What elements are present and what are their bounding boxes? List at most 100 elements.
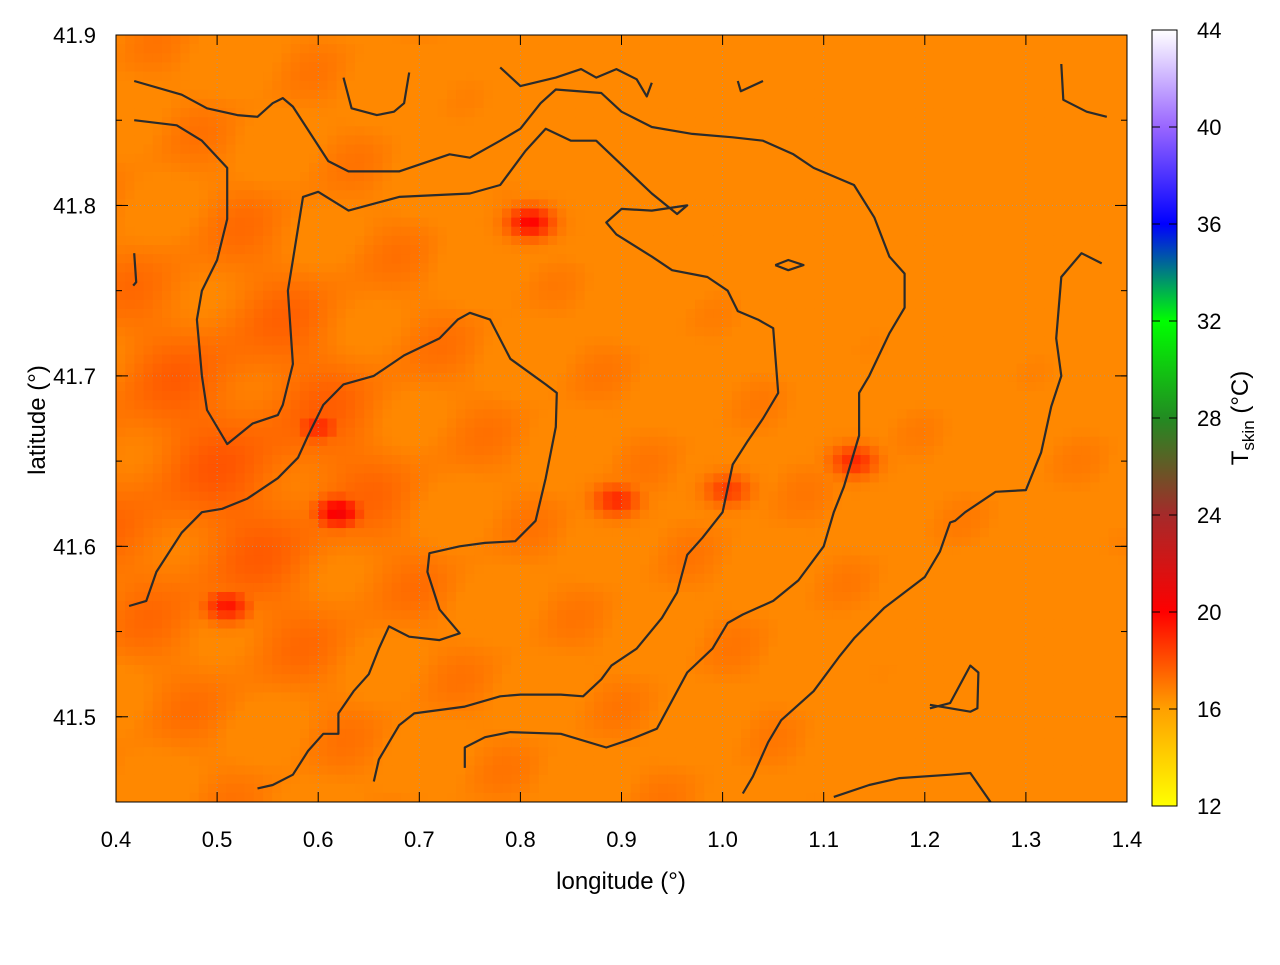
- heat-cell: [860, 181, 871, 191]
- heat-cell: [400, 126, 411, 137]
- heat-cell: [502, 190, 512, 200]
- heat-cell: [446, 208, 457, 219]
- heat-cell: [529, 354, 540, 365]
- heat-cell: [593, 217, 604, 228]
- heat-cell: [1035, 363, 1045, 374]
- heat-cell: [667, 35, 678, 45]
- heat-cell: [116, 153, 126, 164]
- heat-cell: [309, 318, 319, 328]
- heat-cell: [1090, 372, 1101, 383]
- heat-cell: [465, 171, 476, 182]
- heat-cell: [639, 117, 650, 127]
- heat-cell: [474, 290, 485, 301]
- heat-cell: [198, 445, 209, 456]
- heat-cell: [695, 190, 705, 200]
- heat-cell: [832, 44, 843, 54]
- heat-cell: [584, 400, 595, 410]
- heat-cell: [1053, 71, 1064, 82]
- heat-cell: [180, 381, 191, 392]
- heat-cell: [823, 199, 834, 210]
- heat-cell: [1117, 299, 1127, 310]
- heat-cell: [961, 345, 972, 356]
- heat-cell: [860, 235, 871, 246]
- heat-cell: [125, 62, 135, 73]
- heat-cell: [520, 445, 531, 456]
- heat-cell: [483, 144, 494, 155]
- heat-cell: [263, 226, 273, 237]
- heat-cell: [410, 372, 420, 383]
- heat-cell: [989, 345, 999, 356]
- heat-cell: [152, 263, 163, 273]
- heat-cell: [474, 372, 485, 383]
- heat-cell: [970, 171, 981, 182]
- heat-cell: [1016, 199, 1027, 210]
- heat-cell: [171, 327, 181, 337]
- heat-cell: [217, 363, 227, 374]
- heat-cell: [593, 391, 604, 401]
- heat-cell: [1053, 162, 1064, 173]
- heat-cell: [796, 44, 806, 54]
- heat-cell: [667, 171, 678, 182]
- heat-cell: [1053, 427, 1064, 438]
- heat-cell: [989, 35, 999, 45]
- heat-cell: [309, 144, 319, 155]
- heat-cell: [1090, 226, 1101, 237]
- heat-cell: [235, 281, 246, 292]
- heat-cell: [152, 135, 163, 146]
- heat-cell: [1016, 281, 1027, 292]
- heat-cell: [373, 372, 384, 383]
- heat-cell: [639, 272, 650, 283]
- heat-cell: [593, 272, 604, 283]
- heat-cell: [676, 53, 687, 63]
- heat-cell: [281, 263, 292, 273]
- heat-cell: [786, 98, 797, 109]
- heat-cell: [189, 391, 200, 401]
- heat-cell: [125, 290, 135, 301]
- heat-cell: [161, 53, 172, 63]
- heat-cell: [116, 80, 126, 91]
- heat-cell: [336, 126, 347, 137]
- heat-cell: [382, 445, 393, 456]
- heat-cell: [667, 290, 678, 301]
- heat-cell: [373, 245, 384, 255]
- heat-cell: [345, 381, 356, 392]
- heat-cell: [759, 263, 770, 273]
- heat-cell: [1090, 71, 1101, 82]
- heat-cell: [336, 318, 347, 328]
- heat-cell: [419, 254, 430, 264]
- heat-cell: [860, 299, 871, 310]
- heat-cell: [419, 144, 430, 155]
- heat-cell: [198, 126, 209, 137]
- heat-cell: [989, 71, 999, 82]
- heat-cell: [685, 436, 696, 447]
- heat-cell: [492, 62, 503, 73]
- heat-cell: [1099, 381, 1110, 392]
- heat-cell: [180, 409, 191, 420]
- heat-cell: [253, 391, 264, 401]
- heat-cell: [419, 89, 430, 100]
- heat-cell: [134, 281, 145, 292]
- heat-cell: [796, 381, 806, 392]
- heat-cell: [1071, 162, 1082, 173]
- heat-cell: [584, 272, 595, 283]
- heat-cell: [354, 445, 365, 456]
- heat-cell: [952, 235, 963, 246]
- heat-cell: [667, 272, 678, 283]
- heat-cell: [116, 372, 126, 383]
- heat-cell: [924, 35, 935, 45]
- heat-cell: [1035, 171, 1045, 182]
- heat-cell: [281, 44, 292, 54]
- heat-cell: [630, 117, 641, 127]
- heat-cell: [658, 235, 669, 246]
- heat-cell: [1007, 391, 1018, 401]
- heat-cell: [796, 327, 806, 337]
- heat-cell: [878, 345, 889, 356]
- heat-cell: [235, 71, 246, 82]
- heat-cell: [970, 290, 981, 301]
- heat-cell: [566, 235, 577, 246]
- heat-cell: [410, 98, 420, 109]
- heat-cell: [1090, 400, 1101, 410]
- heat-cell: [502, 117, 512, 127]
- heat-cell: [189, 327, 200, 337]
- heat-cell: [511, 162, 521, 173]
